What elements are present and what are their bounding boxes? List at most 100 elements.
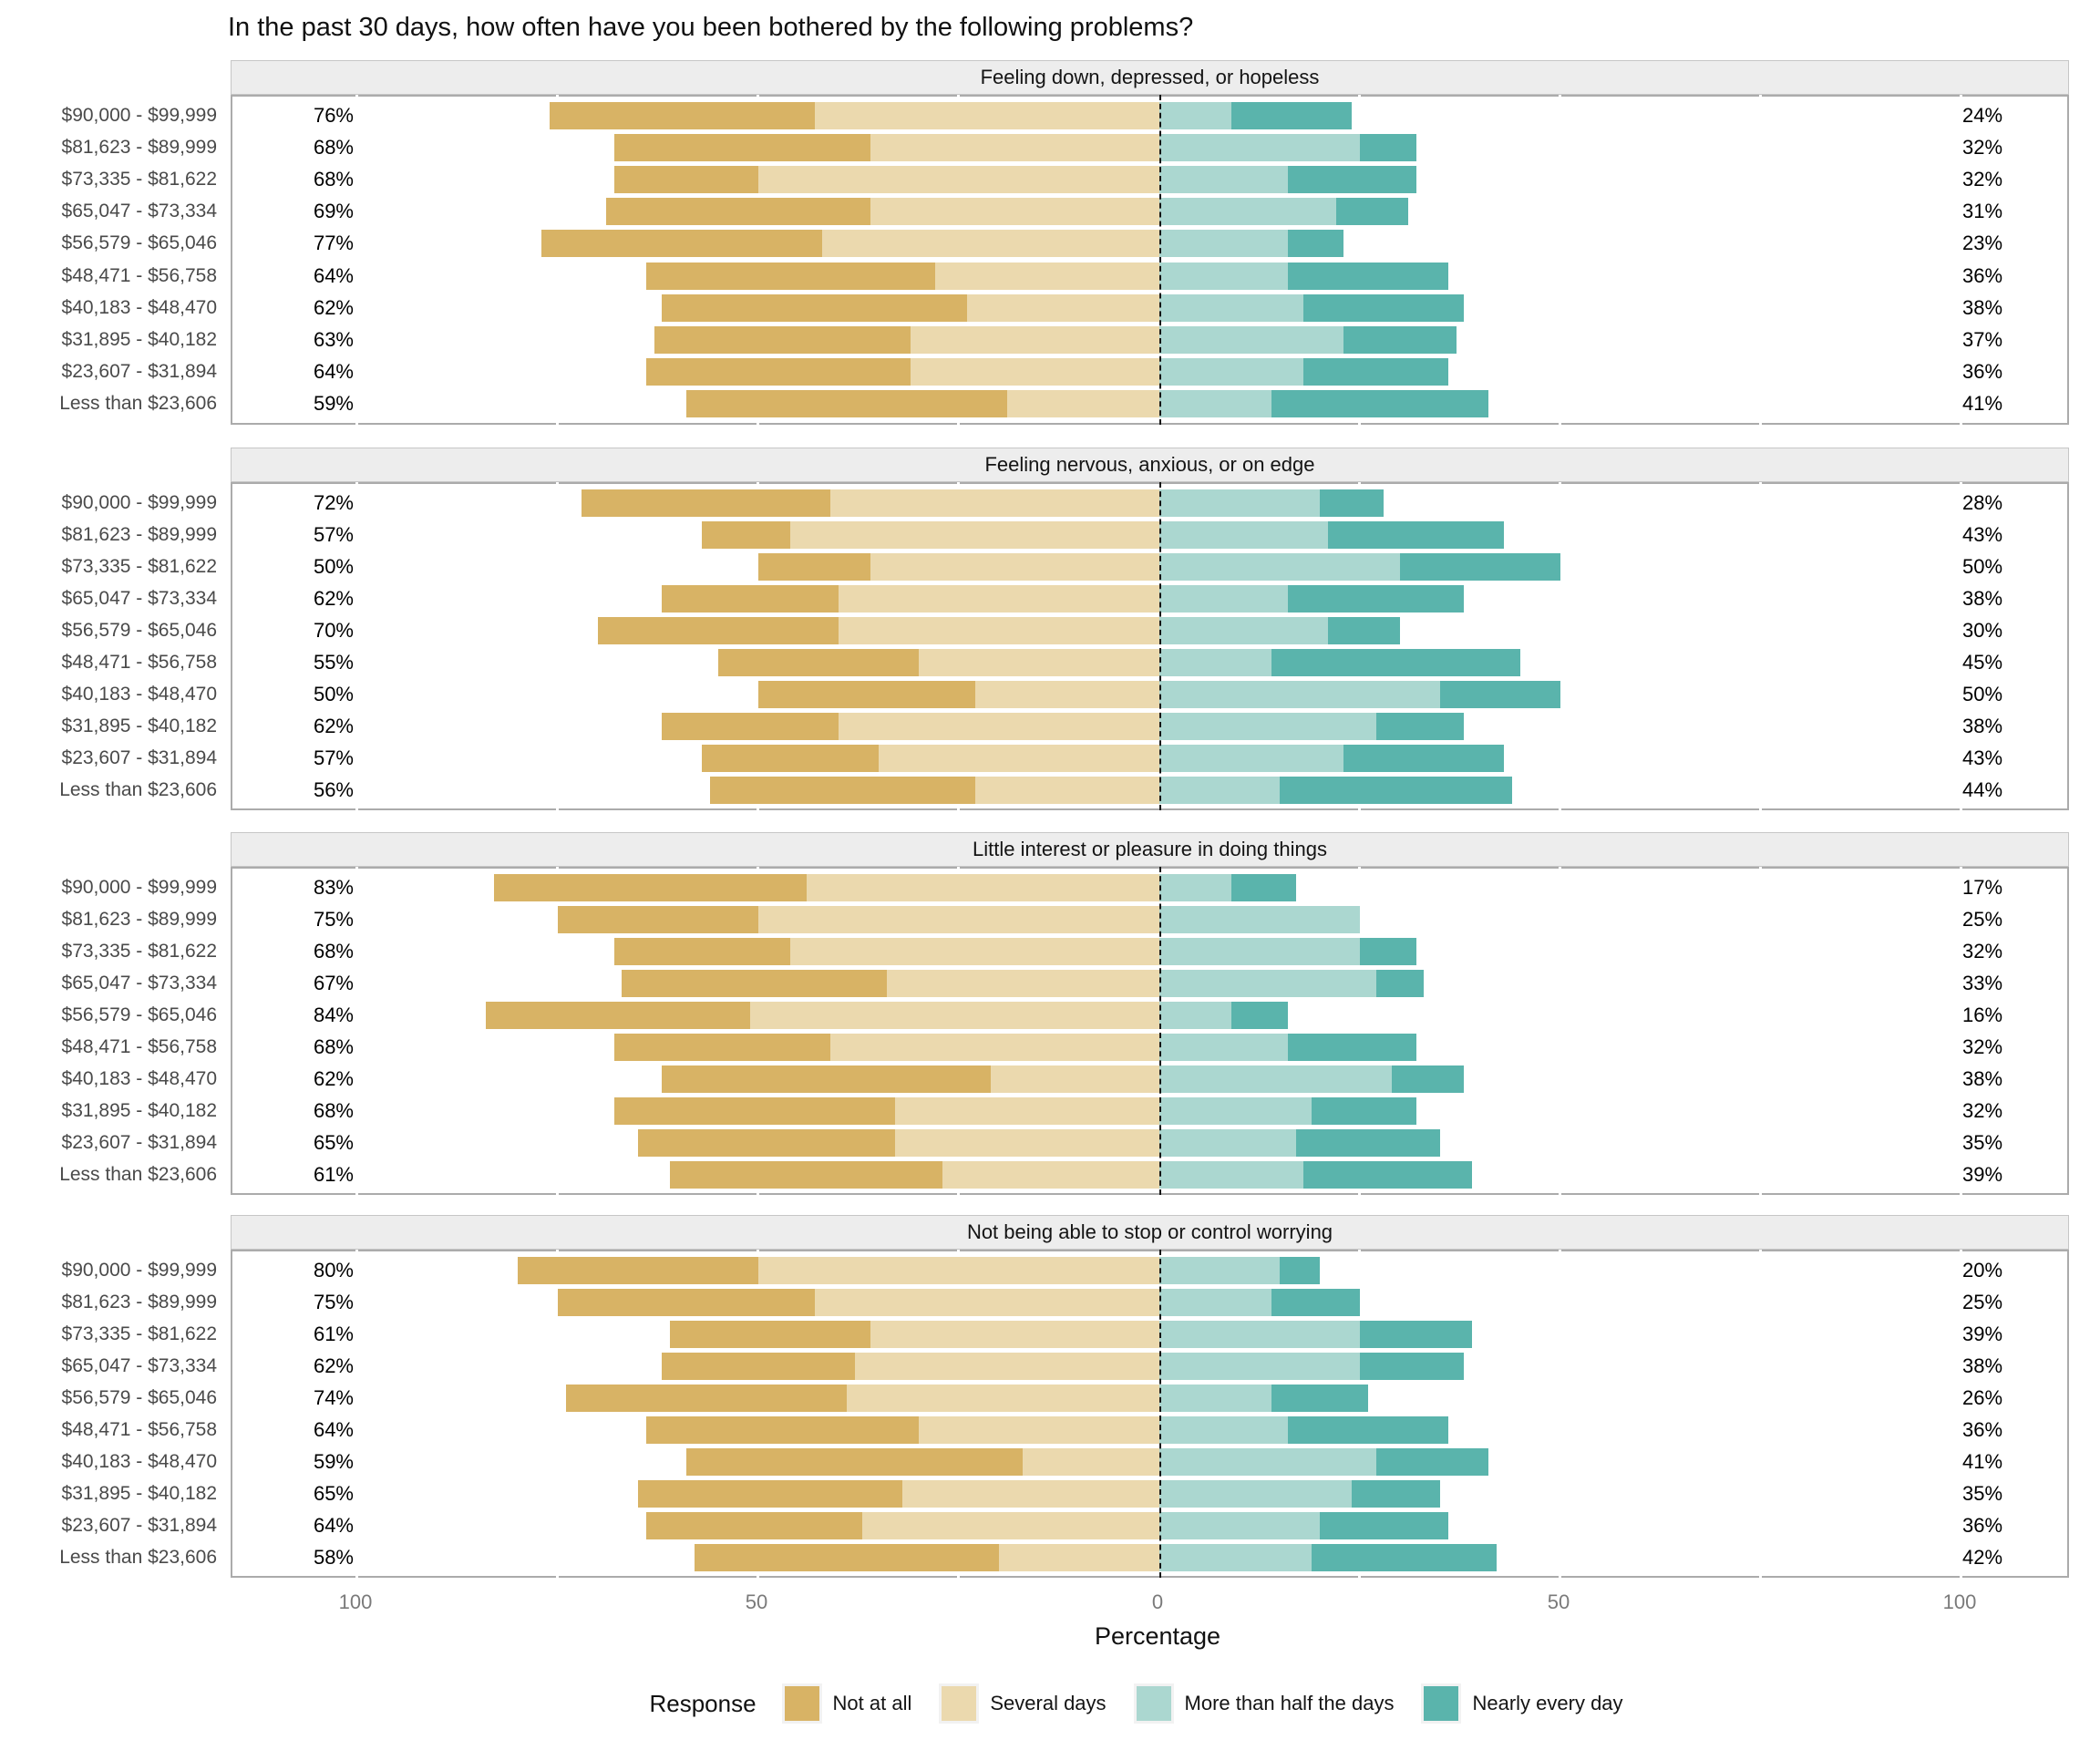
right-total-label: 28% [1962,490,2003,514]
grid-tick [757,1572,759,1578]
grid-tick [957,867,960,872]
bar-segment-several-days [966,293,1159,322]
grid-tick [355,1572,358,1578]
grid-tick [1960,419,1962,425]
legend-key [1133,1683,1174,1724]
grid-tick [757,419,759,425]
bar-segment-more-than-half-the-days [1159,584,1288,612]
y-axis-label: $48,471 - $56,758 [61,651,217,673]
grid-tick [556,1189,559,1195]
bar-segment-not-at-all [541,230,823,258]
y-axis-label: Less than $23,606 [59,778,217,800]
left-total-label: 84% [313,1003,354,1026]
grid-tick [1960,867,1962,872]
bar-segment-more-than-half-the-days [1159,358,1304,386]
y-axis-label: $81,623 - $89,999 [61,1291,217,1312]
bar-segment-nearly-every-day [1303,293,1465,322]
bar-segment-more-than-half-the-days [1159,680,1440,708]
left-total-label: 68% [313,939,354,962]
right-total-label: 25% [1962,907,2003,931]
bar-segment-more-than-half-the-days [1159,1384,1272,1412]
y-axis-label: $23,607 - $31,894 [61,1514,217,1536]
panel: 72% 28% 57% 43% 50% 50% 62% 38% 70% 30% 55% 45% 50% 5… [231,482,2069,810]
bar-segment-several-days [894,1128,1159,1157]
left-total-label: 62% [313,586,354,610]
x-tick-label: 100 [338,1590,373,1613]
right-total-label: 32% [1962,939,2003,962]
bar-segment-several-days [750,1001,1159,1029]
grid-tick [1960,95,1962,100]
grid-tick [757,867,759,872]
bar-segment-not-at-all [613,937,791,965]
right-total-label: 32% [1962,135,2003,159]
bar-segment-nearly-every-day [1360,937,1416,965]
bar-segment-nearly-every-day [1271,1288,1360,1316]
y-axis-label: $23,607 - $31,894 [61,746,217,768]
y-axis-label: Less than $23,606 [59,393,217,415]
grid-tick [1358,867,1361,872]
bar-segment-more-than-half-the-days [1159,1447,1376,1476]
bar-segment-several-days [870,198,1159,226]
x-axis-title: Percentage [1094,1622,1221,1650]
bar-segment-not-at-all [645,262,935,290]
grid-tick [556,1572,559,1578]
facet-title: Feeling nervous, anxious, or on edge [984,453,1315,476]
bar-segment-several-days [991,1065,1159,1093]
right-total-label: 36% [1962,1513,2003,1537]
bar-segment-nearly-every-day [1287,1033,1416,1061]
bar-segment-several-days [758,1256,1159,1284]
bar-segment-nearly-every-day [1375,969,1425,997]
y-axis-label: Less than $23,606 [59,1163,217,1185]
right-total-label: 16% [1962,1003,2003,1026]
legend-swatch [1424,1686,1459,1721]
bar-segment-several-days [822,230,1159,258]
bar-segment-several-days [846,1384,1159,1412]
bar-segment-nearly-every-day [1280,1256,1320,1284]
y-axis-label: $73,335 - $81,622 [61,169,217,190]
bar-segment-several-days [870,133,1159,161]
bar-segment-not-at-all [558,1288,815,1316]
legend-item: Nearly every day [1421,1683,1623,1724]
left-total-label: 80% [313,1258,354,1282]
bar-segment-not-at-all [645,1415,919,1444]
grid-tick [355,867,358,872]
grid-tick [1759,805,1762,810]
right-total-label: 17% [1962,875,2003,899]
grid-tick [355,805,358,810]
grid-tick [1759,1189,1762,1195]
left-total-label: 59% [313,1449,354,1473]
bar-segment-nearly-every-day [1392,1065,1465,1093]
right-total-label: 50% [1962,682,2003,705]
bar-segment-several-days [999,1543,1159,1571]
bar-segment-several-days [911,358,1159,386]
bar-segment-nearly-every-day [1360,133,1416,161]
right-total-label: 43% [1962,746,2003,769]
right-total-label: 50% [1962,554,2003,578]
x-tick-label: 50 [745,1590,768,1613]
bar-segment-several-days [911,326,1159,354]
grid-tick [1559,1189,1561,1195]
x-tick-label: 50 [1547,1590,1570,1613]
y-axis-label: $48,471 - $56,758 [61,1418,217,1440]
bar-segment-several-days [919,1415,1159,1444]
legend-items: Not at all Several days More than half the… [781,1683,1651,1724]
y-axis-label: $23,607 - $31,894 [61,1131,217,1153]
bar-segment-nearly-every-day [1312,1096,1416,1125]
grid-tick [1960,805,1962,810]
left-total-label: 62% [313,1066,354,1090]
left-total-label: 57% [313,746,354,769]
bar-segment-not-at-all [558,905,758,933]
right-total-label: 38% [1962,1066,2003,1090]
y-axis-label: $81,623 - $89,999 [61,908,217,930]
legend-item: Several days [939,1683,1107,1724]
bar-segment-several-days [902,1479,1159,1508]
zero-reference-line [1159,867,1161,1195]
y-axis-label: $65,047 - $73,334 [61,201,217,222]
bar-segment-nearly-every-day [1287,230,1344,258]
bar-segment-more-than-half-the-days [1159,744,1344,772]
chart-title: In the past 30 days, how often have you … [228,13,1194,42]
right-total-label: 38% [1962,586,2003,610]
bar-segment-more-than-half-the-days [1159,1543,1312,1571]
bar-segment-several-days [830,489,1159,517]
